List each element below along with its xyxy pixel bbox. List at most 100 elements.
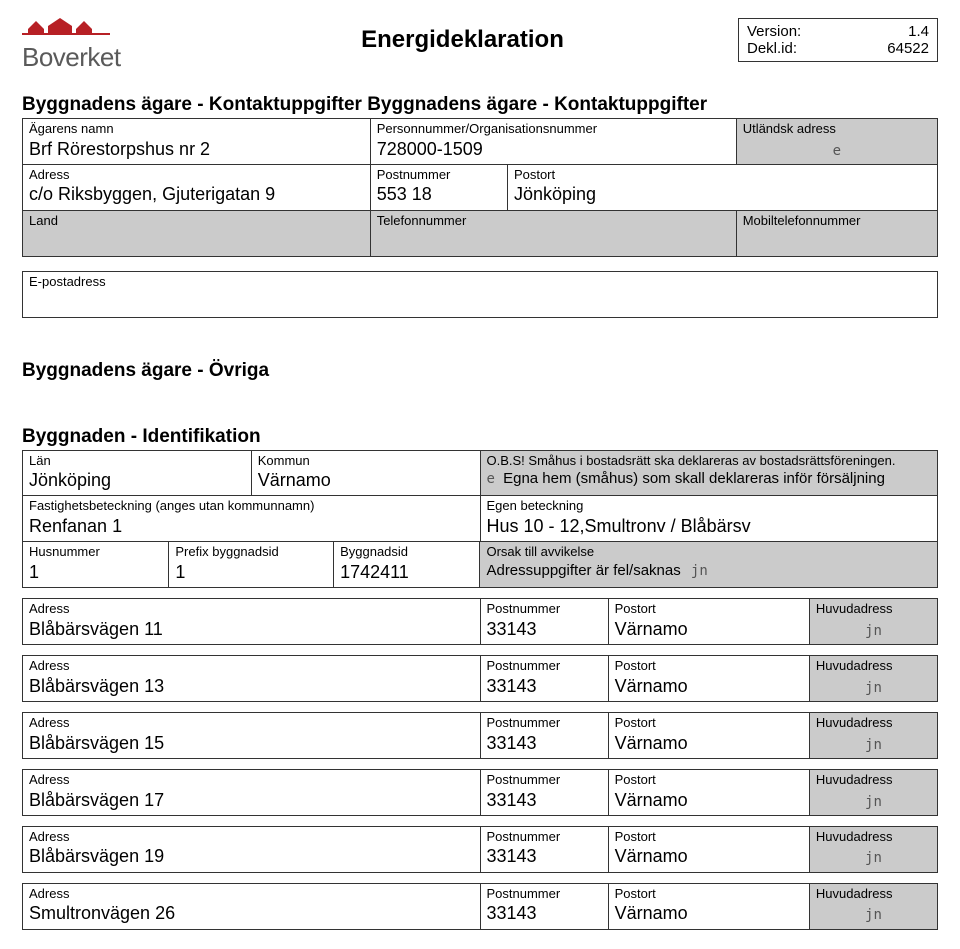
addr-postort-value: Värnamo xyxy=(615,731,803,755)
addr-postort-value: Värnamo xyxy=(615,901,803,925)
owner-orgnr-value: 728000-1509 xyxy=(377,137,730,161)
addr-postnr-value: 33143 xyxy=(487,731,602,755)
addr-postort-label: Postort xyxy=(615,658,803,674)
logo-text: Boverket xyxy=(22,42,121,73)
byggid-label: Byggnadsid xyxy=(340,544,473,560)
addr-postort-value: Värnamo xyxy=(615,788,803,812)
huvud-label: Huvudadress xyxy=(816,658,931,674)
logo-roof-icon xyxy=(22,18,162,40)
address-row: Adress Blåbärsvägen 15 Postnummer 33143 … xyxy=(22,712,938,759)
orsak-text: Adressuppgifter är fel/saknas xyxy=(486,562,680,579)
version-label: Version: xyxy=(747,23,801,40)
addr-postnr-label: Postnummer xyxy=(487,658,602,674)
orsak-checkbox-icon: jn xyxy=(691,563,708,579)
addr-postort-label: Postort xyxy=(615,829,803,845)
owner-addr-label: Adress xyxy=(29,167,364,183)
building-section-title: Byggnaden - Identifikation xyxy=(22,426,938,448)
owner-table: Ägarens namn Brf Rörestorpshus nr 2 Pers… xyxy=(22,118,938,257)
building-id-table-2: Husnummer 1 Prefix byggnadsid 1 Byggnads… xyxy=(22,541,938,588)
addr-postort-label: Postort xyxy=(615,715,803,731)
other-owners-title: Byggnadens ägare - Övriga xyxy=(22,360,938,382)
owner-postnr-label: Postnummer xyxy=(377,167,501,183)
kommun-label: Kommun xyxy=(258,453,474,469)
addr-postnr-label: Postnummer xyxy=(487,886,602,902)
addr-postnr-label: Postnummer xyxy=(487,715,602,731)
addr-value: Blåbärsvägen 17 xyxy=(29,788,474,812)
address-list: Adress Blåbärsvägen 11 Postnummer 33143 … xyxy=(22,598,938,929)
addr-postnr-value: 33143 xyxy=(487,617,602,641)
egna-hem-text: Egna hem (småhus) som skall deklareras i… xyxy=(503,470,885,487)
huvud-label: Huvudadress xyxy=(816,715,931,731)
address-row: Adress Blåbärsvägen 19 Postnummer 33143 … xyxy=(22,826,938,873)
husnr-label: Husnummer xyxy=(29,544,162,560)
address-row: Adress Blåbärsvägen 17 Postnummer 33143 … xyxy=(22,769,938,816)
addr-postnr-value: 33143 xyxy=(487,788,602,812)
owner-name-value: Brf Rörestorpshus nr 2 xyxy=(29,137,364,161)
addr-value: Blåbärsvägen 19 xyxy=(29,844,474,868)
owner-tel-label: Telefonnummer xyxy=(377,213,730,229)
addr-value: Smultronvägen 26 xyxy=(29,901,474,925)
huvud-checkbox-icon: jn xyxy=(865,850,882,866)
addr-label: Adress xyxy=(29,715,474,731)
owner-epost-table: E-postadress xyxy=(22,271,938,318)
owner-section-title: Byggnadens ägare - Kontaktuppgifter Bygg… xyxy=(22,94,938,116)
owner-mobil-label: Mobiltelefonnummer xyxy=(743,213,931,229)
owner-mobil-value xyxy=(743,228,931,252)
addr-value: Blåbärsvägen 11 xyxy=(29,617,474,641)
byggid-value: 1742411 xyxy=(340,560,473,584)
addr-postnr-value: 33143 xyxy=(487,844,602,868)
huvud-checkbox-icon: jn xyxy=(865,623,882,639)
huvud-checkbox-icon: jn xyxy=(865,907,882,923)
addr-postnr-label: Postnummer xyxy=(487,601,602,617)
addr-label: Adress xyxy=(29,829,474,845)
egna-hem-line: e Egna hem (småhus) som skall deklareras… xyxy=(487,468,932,489)
egen-value: Hus 10 - 12,Smultronv / Blåbärsv xyxy=(487,514,932,538)
owner-epost-label: E-postadress xyxy=(29,274,931,290)
owner-foreign-label: Utländsk adress xyxy=(743,121,931,137)
addr-label: Adress xyxy=(29,658,474,674)
addr-label: Adress xyxy=(29,601,474,617)
version-value: 1.4 xyxy=(908,23,929,40)
owner-addr-value: c/o Riksbyggen, Gjuterigatan 9 xyxy=(29,182,364,206)
owner-orgnr-label: Personnummer/Organisationsnummer xyxy=(377,121,730,137)
fastighet-label: Fastighetsbeteckning (anges utan kommunn… xyxy=(29,498,474,514)
meta-block: Version: 1.4 Dekl.id: 64522 xyxy=(738,18,938,62)
addr-postnr-value: 33143 xyxy=(487,674,602,698)
lan-label: Län xyxy=(29,453,245,469)
logo: Boverket xyxy=(22,18,187,76)
husnr-value: 1 xyxy=(29,560,162,584)
prefix-label: Prefix byggnadsid xyxy=(175,544,327,560)
header: Boverket Energideklaration Version: 1.4 … xyxy=(22,18,938,76)
dekl-value: 64522 xyxy=(887,40,929,57)
address-row: Adress Blåbärsvägen 13 Postnummer 33143 … xyxy=(22,655,938,702)
addr-postnr-label: Postnummer xyxy=(487,829,602,845)
egen-label: Egen beteckning xyxy=(487,498,932,514)
addr-value: Blåbärsvägen 13 xyxy=(29,674,474,698)
foreign-checkbox-icon: e xyxy=(833,143,841,159)
owner-epost-value xyxy=(29,289,931,313)
huvud-label: Huvudadress xyxy=(816,886,931,902)
addr-postort-value: Värnamo xyxy=(615,844,803,868)
building-id-table: Län Jönköping Kommun Värnamo O.B.S! Småh… xyxy=(22,450,938,543)
egna-hem-checkbox-icon: e xyxy=(487,471,495,487)
orsak-line: Adressuppgifter är fel/saknas jn xyxy=(486,560,931,581)
huvud-checkbox-icon: jn xyxy=(865,794,882,810)
prefix-value: 1 xyxy=(175,560,327,584)
huvud-label: Huvudadress xyxy=(816,772,931,788)
addr-postnr-value: 33143 xyxy=(487,901,602,925)
addr-postort-value: Värnamo xyxy=(615,674,803,698)
doc-title: Energideklaration xyxy=(187,18,738,54)
addr-postort-value: Värnamo xyxy=(615,617,803,641)
owner-postnr-value: 553 18 xyxy=(377,182,501,206)
huvud-label: Huvudadress xyxy=(816,601,931,617)
addr-postnr-label: Postnummer xyxy=(487,772,602,788)
huvud-label: Huvudadress xyxy=(816,829,931,845)
addr-value: Blåbärsvägen 15 xyxy=(29,731,474,755)
kommun-value: Värnamo xyxy=(258,468,474,492)
addr-postort-label: Postort xyxy=(615,601,803,617)
huvud-checkbox-icon: jn xyxy=(865,737,882,753)
owner-postort-value: Jönköping xyxy=(514,182,931,206)
orsak-label: Orsak till avvikelse xyxy=(486,544,931,560)
obs-note: O.B.S! Småhus i bostadsrätt ska deklarer… xyxy=(487,453,932,468)
lan-value: Jönköping xyxy=(29,468,245,492)
